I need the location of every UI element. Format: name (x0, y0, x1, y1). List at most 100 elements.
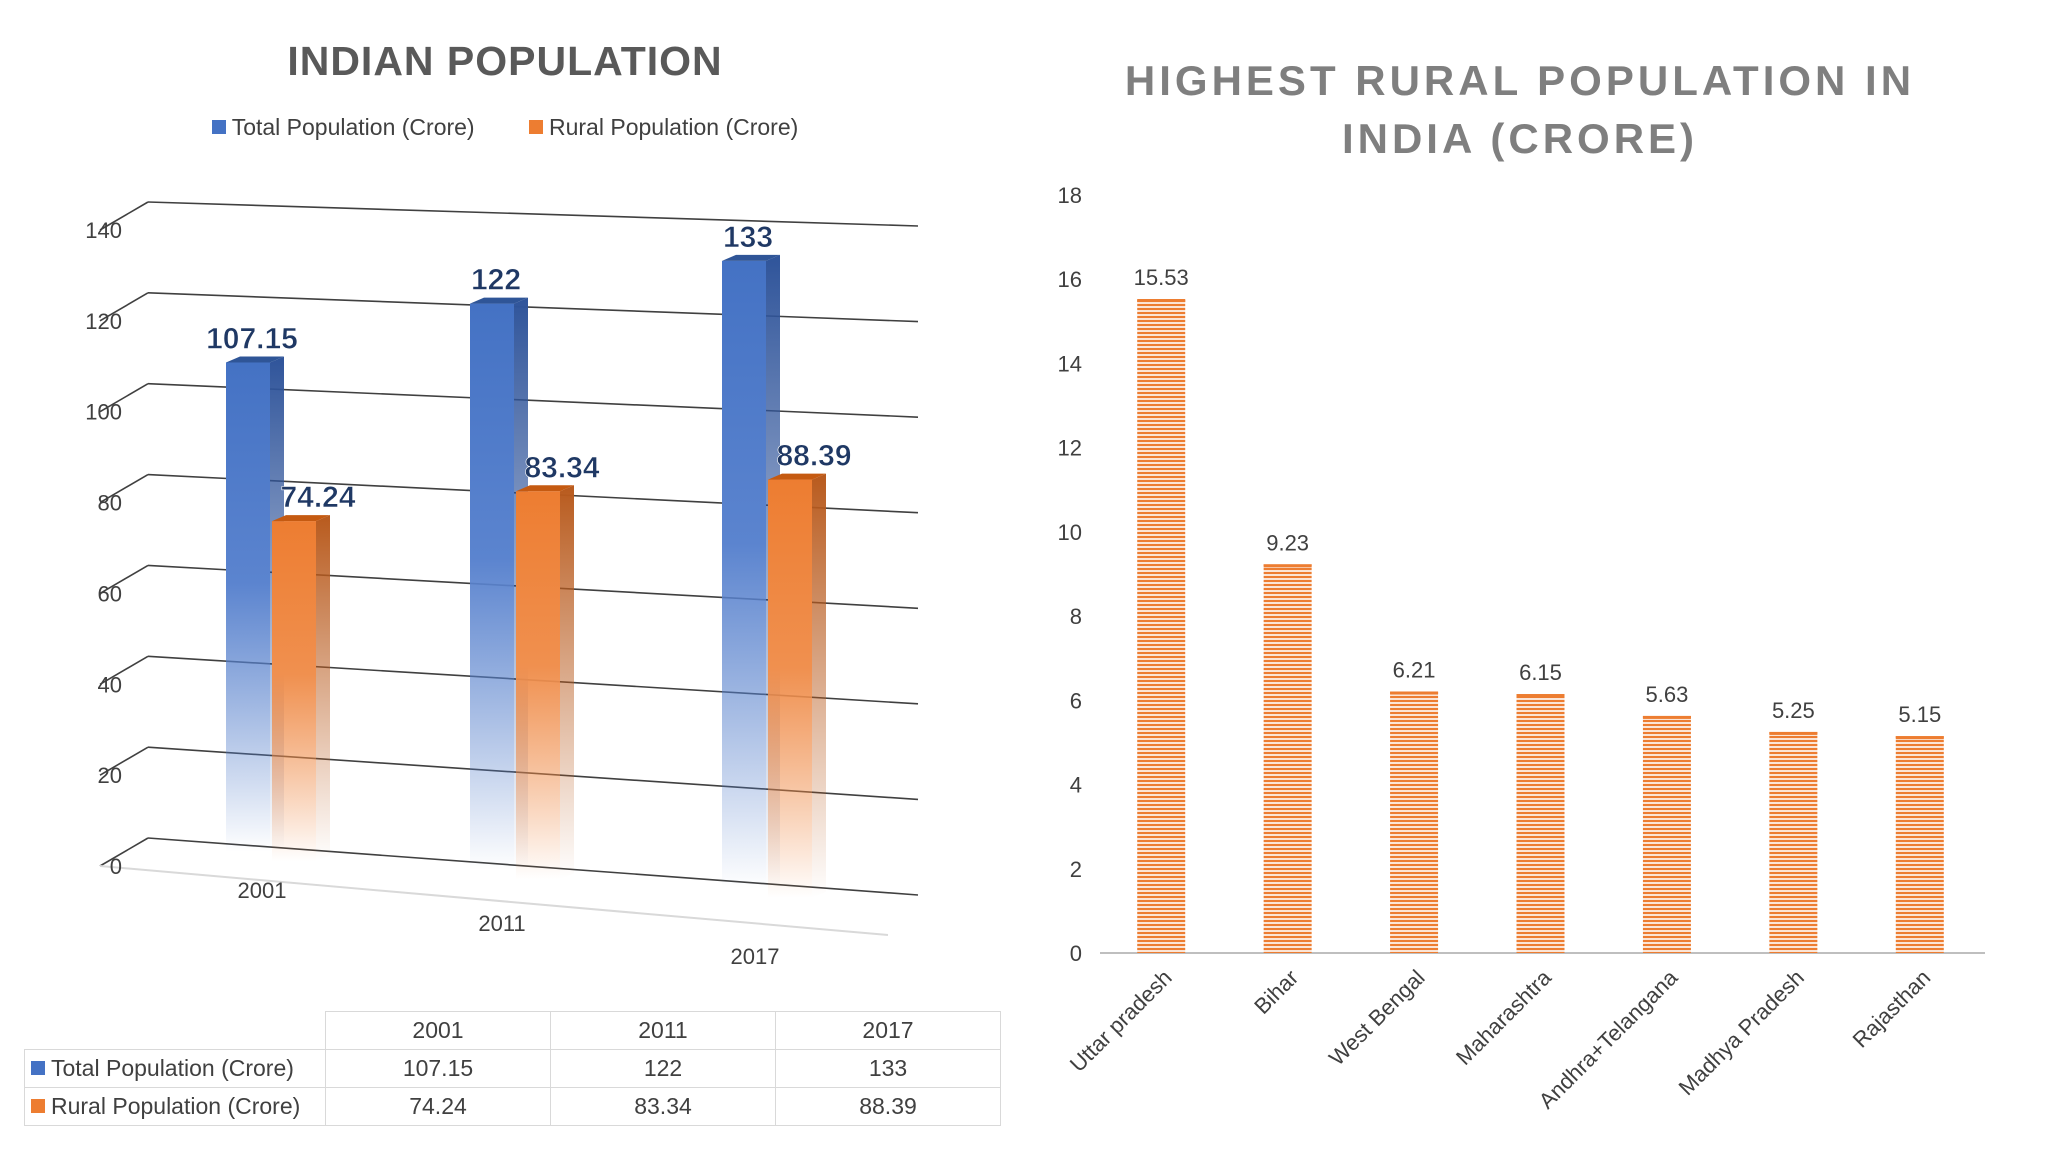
population-data-table: 2001 2011 2017 Total Population (Crore) … (24, 1011, 1001, 1126)
gridline-depth (99, 746, 149, 776)
bar (1769, 731, 1818, 953)
x-tick-label: West Bengal (1324, 965, 1430, 1071)
table-row-total: Total Population (Crore) 107.15 122 133 (24, 1049, 1001, 1088)
bar-side (316, 515, 330, 862)
bar-front (768, 479, 812, 898)
bar-front (272, 521, 316, 862)
gridline-depth (99, 564, 149, 595)
data-label: 107.15 (206, 322, 298, 355)
bar-front (516, 491, 560, 880)
legend-swatch-total (211, 120, 226, 134)
gridline-depth (99, 383, 149, 413)
gridline (147, 292, 919, 323)
table-header-2001: 2001 (325, 1011, 551, 1050)
data-label: 5.25 (1772, 698, 1815, 723)
y-tick-label: 8 (1070, 604, 1082, 629)
y-tick-label: 10 (1058, 520, 1082, 545)
bar-front (226, 362, 270, 852)
table-cell-total-2001: 107.15 (325, 1049, 551, 1088)
bar-top (226, 356, 284, 363)
data-label: 5.63 (1646, 682, 1689, 707)
legend-item-rural: Rural Population (Crore) (529, 114, 798, 141)
table-row-label-total: Total Population (Crore) (24, 1049, 326, 1088)
x-tick-label: 2011 (478, 911, 525, 936)
population-3d-chart: 0 20 40 60 80 100 120 140 107.15 74.24 122 83.34 13… (85, 201, 919, 969)
table-cell-rural-2017: 88.39 (775, 1087, 1001, 1126)
data-label: 74.24 (280, 481, 355, 514)
bar-top (722, 254, 780, 261)
gridline-depth (99, 837, 149, 867)
legend-item-total: Total Population (Crore) (211, 114, 475, 141)
x-tick-label: Madhya Pradesh (1674, 965, 1809, 1100)
y-tick-label: 2 (1070, 857, 1082, 882)
y-tick-label: 12 (1058, 436, 1082, 461)
legend-swatch-rural (529, 120, 543, 134)
table-row-label-rural: Rural Population (Crore) (24, 1087, 326, 1126)
x-tick-label: 2017 (731, 944, 780, 969)
gridline (147, 201, 919, 227)
table-corner-cell (24, 1011, 326, 1050)
bar-side (560, 485, 574, 880)
table-header-2017: 2017 (775, 1011, 1001, 1050)
x-tick-label: Uttar pradesh (1065, 965, 1177, 1077)
bar-cap (1390, 691, 1439, 695)
table-swatch-total (31, 1061, 45, 1075)
floor-edge (99, 865, 889, 936)
gridline-depth (99, 473, 149, 504)
y-tick-label: 0 (110, 854, 122, 879)
table-cell-rural-2011: 83.34 (550, 1087, 776, 1126)
y-tick-label: 40 (98, 672, 122, 697)
y-tick-label: 20 (98, 763, 122, 788)
bar-cap (1263, 564, 1312, 568)
x-tick-label: Bihar (1249, 965, 1303, 1019)
bar-top (272, 515, 330, 522)
data-label: 9.23 (1266, 530, 1309, 555)
bar (1263, 564, 1312, 953)
bar-cap (1769, 731, 1818, 735)
gridline-depth (99, 201, 149, 231)
table-cell-rural-2001: 74.24 (325, 1087, 551, 1126)
bar (1516, 694, 1565, 953)
y-tick-label: 14 (1058, 351, 1082, 376)
bar-top (470, 297, 528, 304)
table-cell-total-2017: 133 (775, 1049, 1001, 1088)
y-tick-label: 60 (98, 581, 122, 606)
gridline-depth (99, 655, 149, 685)
bar-top (768, 473, 826, 480)
data-label: 88.39 (776, 440, 851, 473)
chart-title-population: INDIAN POPULATION (287, 38, 723, 84)
bar-front (470, 303, 514, 870)
y-tick-label: 140 (85, 218, 122, 243)
bar-top (516, 485, 574, 492)
y-tick-label: 4 (1070, 773, 1082, 798)
bar-side (812, 473, 826, 898)
data-label: 15.53 (1134, 265, 1189, 290)
x-tick-label: 2001 (238, 878, 287, 903)
bar-cap (1642, 715, 1691, 719)
bar-cap (1516, 694, 1565, 698)
y-tick-label: 0 (1070, 941, 1082, 966)
legend-label-total: Total Population (Crore) (231, 114, 475, 140)
bar-cap (1895, 736, 1944, 740)
table-header-row: 2001 2011 2017 (24, 1011, 1001, 1050)
x-tick-label: Andhra+Telangana (1534, 964, 1683, 1113)
y-tick-label: 120 (85, 309, 122, 334)
bar (1642, 715, 1691, 953)
gridline-depth (99, 292, 149, 322)
table-label-rural: Rural Population (Crore) (51, 1093, 301, 1119)
y-tick-label: 80 (98, 491, 122, 516)
chart-title-rural-states: HIGHEST RURAL POPULATION IN INDIA (CRORE… (1124, 57, 1916, 162)
y-tick-label: 18 (1058, 183, 1082, 208)
table-row-rural: Rural Population (Crore) 74.24 83.34 88.… (24, 1087, 1001, 1126)
bar-front (722, 260, 766, 889)
data-label: 6.21 (1393, 657, 1436, 682)
legend-label-rural: Rural Population (Crore) (549, 114, 799, 140)
table-swatch-rural (31, 1099, 45, 1113)
data-label: 83.34 (524, 451, 599, 484)
x-tick-label: Maharashtra (1451, 964, 1557, 1070)
bar (1895, 736, 1944, 953)
bar (1137, 299, 1186, 954)
data-label: 5.15 (1898, 702, 1941, 727)
